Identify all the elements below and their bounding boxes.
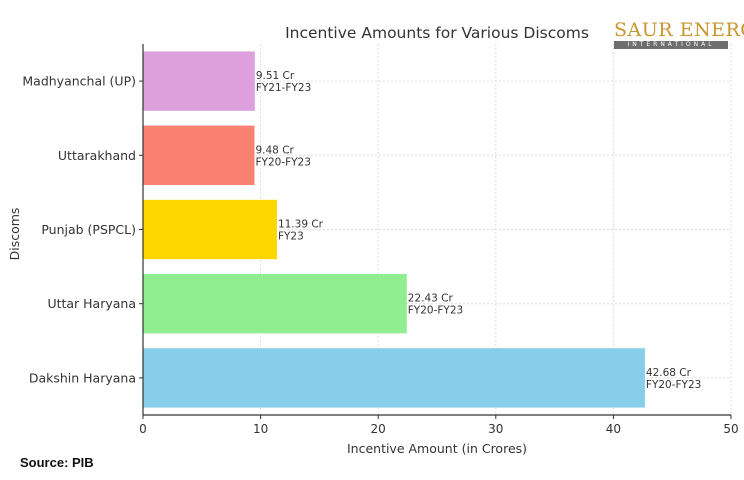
x-tick-label: 50 [723,422,738,436]
data-label: 9.48 Cr [255,144,294,156]
x-ticks: 0 10 20 30 40 50 [139,80,739,436]
x-axis-label: Incentive Amount (in Crores) [347,441,527,456]
x-tick-label: 40 [606,422,621,436]
bars [143,51,645,408]
data-label-period: FY20-FY23 [646,379,701,391]
bar [143,125,255,185]
bar [143,274,407,334]
logo-sub-text: INTERNATIONAL [614,41,728,49]
x-tick-label: 0 [139,422,147,436]
data-label: 42.68 Cr [646,367,692,379]
category-label: Uttarakhand [58,148,136,163]
logo-main-text: SAUR ENERGY [614,19,744,41]
source-note: Source: PIB [20,455,94,470]
bar [143,51,255,111]
data-label-period: FY23 [278,231,304,243]
bar [143,199,277,260]
category-label: Punjab (PSPCL) [41,222,136,237]
category-label: Uttar Haryana [47,296,136,311]
category-label: Madhyanchal (UP) [22,74,136,89]
category-label: Dakshin Haryana [29,370,136,385]
chart-title: Incentive Amounts for Various Discoms [285,24,589,42]
data-label: 9.51 Cr [256,70,295,82]
bar [143,348,645,408]
data-label-period: FY20-FY23 [408,305,463,317]
data-label-period: FY21-FY23 [256,82,311,94]
y-axis-label: Discoms [7,208,22,261]
category-labels: Dakshin Haryana Uttar Haryana Punjab (PSPC… [22,74,136,386]
data-label: 22.43 Cr [408,293,454,305]
x-tick-label: 20 [371,422,386,436]
x-tick-label: 10 [253,422,268,436]
data-label-period: FY20-FY23 [255,156,310,168]
saur-energy-logo: SAUR ENERGY INTERNATIONAL [614,19,744,52]
x-tick-label: 30 [488,422,503,436]
data-label: 11.39 Cr [278,219,324,231]
